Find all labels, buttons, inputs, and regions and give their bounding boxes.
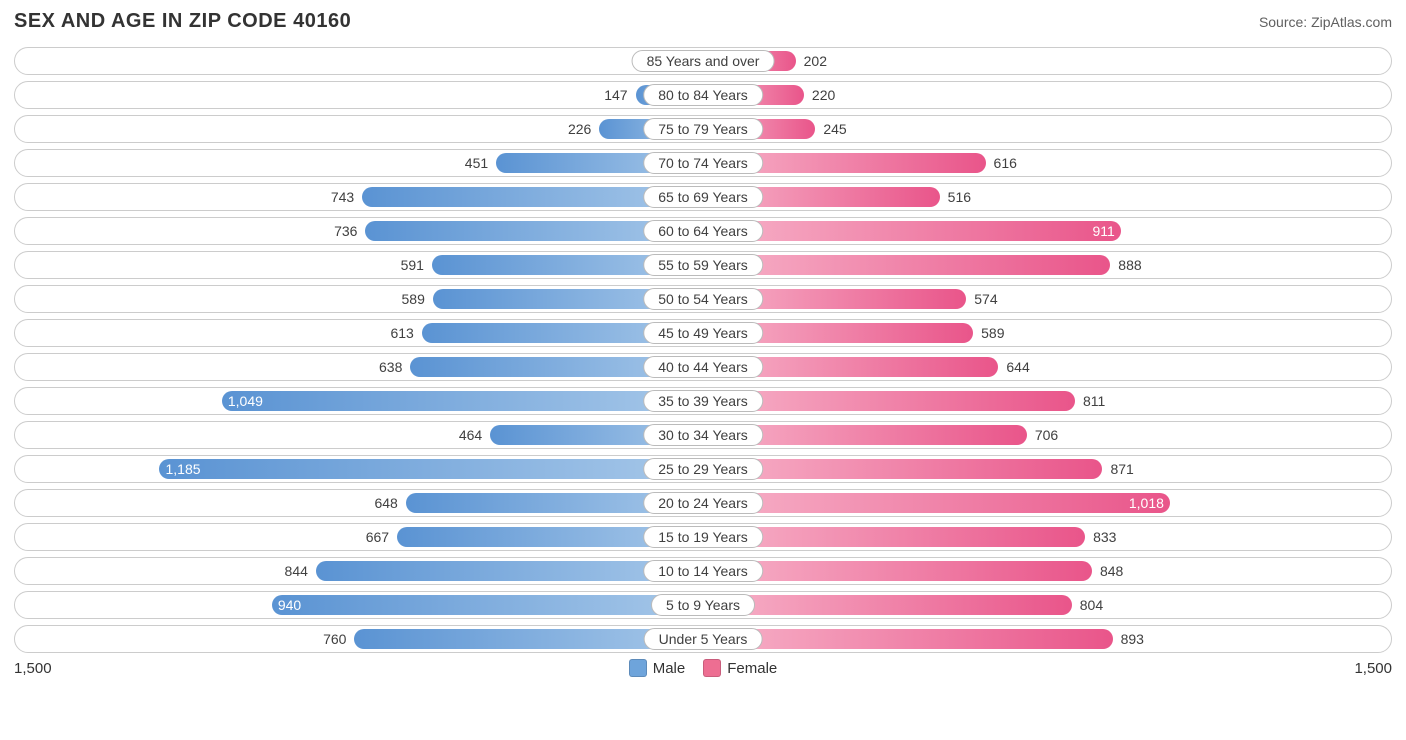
female-value-label: 245 [815, 121, 846, 137]
female-value-label: 811 [1075, 393, 1105, 409]
chart-row: 226 245 75 to 79 Years [14, 115, 1392, 143]
chart-row: 1,049 811 35 to 39 Years [14, 387, 1392, 415]
female-value-label: 888 [1110, 257, 1141, 273]
chart-row: 464 706 30 to 34 Years [14, 421, 1392, 449]
category-pill: 45 to 49 Years [643, 322, 763, 344]
legend-item-female: Female [703, 659, 777, 677]
male-value-label: 648 [374, 495, 405, 511]
male-value-label: 589 [402, 291, 433, 307]
legend-label-male: Male [653, 660, 686, 677]
male-value-label: 1,185 [165, 461, 200, 477]
chart-row: 9408045 to 9 Years [14, 591, 1392, 619]
category-pill: 40 to 44 Years [643, 356, 763, 378]
chart-row: 743 516 65 to 69 Years [14, 183, 1392, 211]
male-value-label: 613 [390, 325, 421, 341]
category-pill: 15 to 19 Years [643, 526, 763, 548]
female-value-label: 202 [796, 53, 827, 69]
chart-header: SEX AND AGE IN ZIP CODE 40160 Source: Zi… [14, 10, 1392, 33]
chart-row: 736 911 60 to 64 Years [14, 217, 1392, 245]
category-pill: 55 to 59 Years [643, 254, 763, 276]
category-pill: 25 to 29 Years [643, 458, 763, 480]
chart-source: Source: ZipAtlas.com [1259, 14, 1392, 30]
category-pill: 20 to 24 Years [643, 492, 763, 514]
category-pill: 35 to 39 Years [643, 390, 763, 412]
chart-row: 5920285 Years and over [14, 47, 1392, 75]
female-bar: 871 [703, 459, 1102, 479]
male-value-label: 736 [334, 223, 365, 239]
category-pill: 65 to 69 Years [643, 186, 763, 208]
female-value-label: 616 [986, 155, 1017, 171]
female-value-label: 574 [966, 291, 997, 307]
chart-row: 613 589 45 to 49 Years [14, 319, 1392, 347]
chart-row: 648 1,018 20 to 24 Years [14, 489, 1392, 517]
female-value-label: 911 [1093, 223, 1115, 239]
female-value-label: 848 [1092, 563, 1123, 579]
male-value-label: 147 [604, 87, 635, 103]
female-value-label: 706 [1027, 427, 1058, 443]
female-value-label: 644 [998, 359, 1029, 375]
chart-row: 667 833 15 to 19 Years [14, 523, 1392, 551]
category-pill: 50 to 54 Years [643, 288, 763, 310]
male-bar: 1,049 [222, 391, 703, 411]
chart-title: SEX AND AGE IN ZIP CODE 40160 [14, 10, 351, 33]
male-value-label: 226 [568, 121, 599, 137]
category-pill: 30 to 34 Years [643, 424, 763, 446]
male-value-label: 667 [366, 529, 397, 545]
category-pill: Under 5 Years [644, 628, 763, 650]
legend-label-female: Female [727, 660, 777, 677]
category-pill: 75 to 79 Years [643, 118, 763, 140]
female-bar: 1,018 [703, 493, 1170, 513]
population-pyramid-chart: 5920285 Years and over14722080 to 84 Yea… [14, 47, 1392, 653]
category-pill: 60 to 64 Years [643, 220, 763, 242]
legend: Male Female [629, 659, 778, 677]
axis-left-max: 1,500 [14, 660, 52, 677]
category-pill: 5 to 9 Years [651, 594, 755, 616]
chart-row: 760893Under 5 Years [14, 625, 1392, 653]
male-value-label: 464 [459, 427, 490, 443]
male-bar: 1,185 [159, 459, 703, 479]
female-value-label: 1,018 [1129, 495, 1164, 511]
category-pill: 80 to 84 Years [643, 84, 763, 106]
female-value-label: 871 [1102, 461, 1133, 477]
male-value-label: 940 [278, 597, 301, 613]
category-pill: 70 to 74 Years [643, 152, 763, 174]
male-value-label: 638 [379, 359, 410, 375]
female-value-label: 893 [1113, 631, 1144, 647]
chart-row: 1,18587125 to 29 Years [14, 455, 1392, 483]
female-value-label: 833 [1085, 529, 1116, 545]
female-bar: 911 [703, 221, 1121, 241]
male-value-label: 1,049 [228, 393, 263, 409]
male-value-label: 591 [401, 257, 432, 273]
chart-row: 589 574 50 to 54 Years [14, 285, 1392, 313]
legend-item-male: Male [629, 659, 686, 677]
chart-row: 451 616 70 to 74 Years [14, 149, 1392, 177]
female-value-label: 516 [940, 189, 971, 205]
chart-row: 147 220 80 to 84 Years [14, 81, 1392, 109]
axis-right-max: 1,500 [1354, 660, 1392, 677]
legend-swatch-female [703, 659, 721, 677]
male-value-label: 760 [323, 631, 354, 647]
female-bar: 893 [703, 629, 1113, 649]
female-bar: 804 [703, 595, 1072, 615]
female-value-label: 804 [1072, 597, 1103, 613]
category-pill: 85 Years and over [632, 50, 775, 72]
female-value-label: 589 [973, 325, 1004, 341]
chart-row: 59188855 to 59 Years [14, 251, 1392, 279]
male-value-label: 451 [465, 155, 496, 171]
chart-row: 844 848 10 to 14 Years [14, 557, 1392, 585]
chart-footer: 1,500 Male Female 1,500 [14, 659, 1392, 677]
female-bar: 888 [703, 255, 1110, 275]
legend-swatch-male [629, 659, 647, 677]
male-value-label: 743 [331, 189, 362, 205]
male-value-label: 844 [285, 563, 316, 579]
chart-row: 638 644 40 to 44 Years [14, 353, 1392, 381]
female-value-label: 220 [804, 87, 835, 103]
male-bar: 940 [272, 595, 703, 615]
category-pill: 10 to 14 Years [643, 560, 763, 582]
